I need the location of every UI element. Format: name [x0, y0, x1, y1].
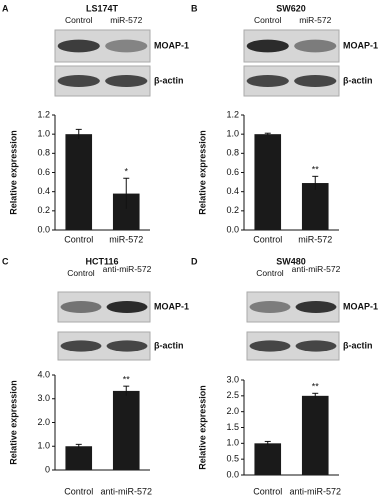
blot-band	[294, 39, 337, 53]
y-tick-label: 0.6	[37, 167, 50, 177]
band-label: β-actin	[154, 340, 184, 350]
y-tick-label: 0.8	[226, 148, 239, 158]
significance: **	[312, 382, 320, 392]
y-tick-label: 1.0	[37, 441, 50, 451]
bar	[112, 390, 140, 470]
blot-band	[249, 301, 291, 313]
x-tick-label: miR-572	[109, 234, 143, 244]
y-axis-title: Relative expression	[8, 380, 18, 465]
panel: B SW620 MOAP-1 β-actin 0.0 0.2 0.4 0.6 0.8 1.0 1.2…	[189, 0, 378, 250]
significance: *	[124, 167, 128, 177]
y-tick-label: 0.0	[226, 224, 239, 234]
bar	[65, 446, 93, 470]
band-label: MOAP-1	[343, 40, 378, 50]
blot-band	[295, 340, 337, 352]
blot-band	[246, 39, 289, 53]
y-tick-label: 1.5	[226, 422, 239, 432]
x-tick-label: Control	[253, 234, 282, 244]
y-tick-label: 0.0	[37, 224, 50, 234]
panel-letter: B	[191, 3, 198, 13]
y-tick-label: 0.2	[226, 205, 239, 215]
significance: **	[123, 375, 131, 385]
lane-label: Control	[65, 15, 93, 25]
blot-band	[105, 39, 148, 53]
blot-band	[60, 340, 102, 352]
panel-title: SW620	[276, 3, 306, 13]
panel-title: SW480	[276, 256, 306, 266]
blot-band	[106, 340, 148, 352]
lane-label: Control	[256, 268, 284, 278]
y-tick-label: 4.0	[37, 369, 50, 379]
blot-band	[249, 340, 291, 352]
lane-label: Control	[254, 15, 282, 25]
panel: D SW480 MOAP-1 β-actin 0.0 0.5 1.0 1.5 2.0 2.5 3.0…	[189, 250, 378, 500]
y-tick-label: 0.8	[37, 148, 50, 158]
y-tick-label: 0	[45, 464, 50, 474]
panel-graphic: C HCT116 MOAP-1 β-actin 0 1.0 2.0 3.0 4.0 Relativ…	[2, 256, 189, 496]
panel-graphic: A LS174T MOAP-1 β-actin 0.0 0.2 0.4 0.6 0.8 1.0 1.…	[2, 3, 189, 244]
panel-graphic: D SW480 MOAP-1 β-actin 0.0 0.5 1.0 1.5 2.0 2.5 3.0…	[191, 256, 378, 496]
y-axis-title: Relative expression	[8, 130, 18, 215]
blot-band	[105, 75, 148, 87]
y-tick-label: 1.0	[226, 129, 239, 139]
y-tick-label: 0.5	[226, 454, 239, 464]
y-tick-label: 3.0	[37, 393, 50, 403]
blot-band	[246, 75, 289, 87]
y-tick-label: 0.2	[37, 205, 50, 215]
band-label: MOAP-1	[154, 40, 189, 50]
panel-graphic: B SW620 MOAP-1 β-actin 0.0 0.2 0.4 0.6 0.8 1.0 1.2…	[191, 3, 378, 244]
y-tick-label: 0.4	[226, 186, 239, 196]
band-label: MOAP-1	[154, 301, 189, 311]
blot-band	[57, 39, 100, 53]
lane-label: Control	[67, 268, 95, 278]
x-tick-label: Control	[64, 234, 93, 244]
y-tick-label: 0.4	[37, 186, 50, 196]
y-tick-label: 2.0	[37, 417, 50, 427]
blot-band	[106, 301, 148, 313]
panel-letter: C	[2, 256, 9, 266]
blot-band	[294, 75, 337, 87]
lane-label: anti-miR-572	[291, 264, 341, 274]
lane-label: miR-572	[299, 15, 332, 25]
band-label: MOAP-1	[343, 301, 378, 311]
bar	[254, 134, 282, 230]
x-tick-label: Control	[64, 486, 93, 496]
x-tick-label: anti-miR-572	[289, 486, 341, 496]
band-label: β-actin	[343, 75, 373, 85]
lane-label: anti-miR-572	[102, 264, 152, 274]
x-tick-label: miR-572	[298, 234, 332, 244]
lane-label: miR-572	[110, 15, 143, 25]
panel-letter: A	[2, 3, 9, 13]
bar	[301, 395, 329, 475]
y-tick-label: 3.0	[226, 374, 239, 384]
panel-letter: D	[191, 256, 198, 266]
blot-band	[295, 301, 337, 313]
panel-title: HCT116	[85, 256, 118, 266]
y-tick-label: 0.6	[226, 167, 239, 177]
band-label: β-actin	[154, 75, 184, 85]
y-axis-title: Relative expression	[197, 385, 207, 470]
panel-title: LS174T	[86, 3, 119, 13]
y-tick-label: 2.5	[226, 390, 239, 400]
panel: C HCT116 MOAP-1 β-actin 0 1.0 2.0 3.0 4.0 Relativ…	[0, 250, 189, 500]
y-tick-label: 1.0	[37, 129, 50, 139]
y-tick-label: 1.2	[226, 109, 239, 119]
blot-band	[57, 75, 100, 87]
y-tick-label: 1.0	[226, 438, 239, 448]
x-tick-label: anti-miR-572	[100, 486, 152, 496]
y-tick-label: 2.0	[226, 406, 239, 416]
bar	[65, 134, 93, 230]
y-tick-label: 1.2	[37, 109, 50, 119]
bar	[301, 183, 329, 230]
y-tick-label: 0.0	[226, 469, 239, 479]
panel: A LS174T MOAP-1 β-actin 0.0 0.2 0.4 0.6 0.8 1.0 1.…	[0, 0, 189, 250]
x-tick-label: Control	[253, 486, 282, 496]
bar	[254, 443, 282, 475]
significance: **	[312, 165, 320, 175]
band-label: β-actin	[343, 340, 373, 350]
blot-band	[60, 301, 102, 313]
y-axis-title: Relative expression	[197, 130, 207, 215]
